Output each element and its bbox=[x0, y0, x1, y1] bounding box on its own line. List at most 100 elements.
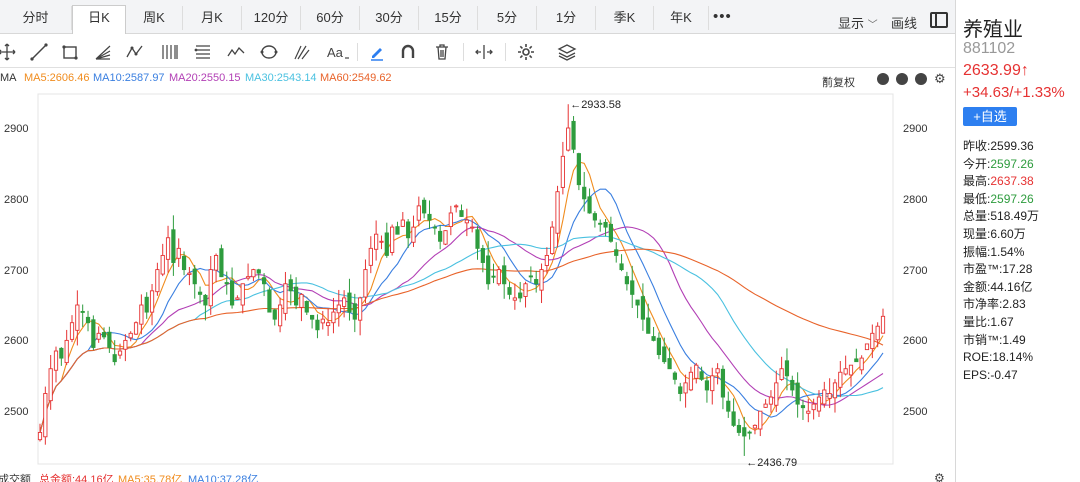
ma5-line bbox=[39, 161, 884, 433]
settings-gear-icon[interactable] bbox=[516, 42, 536, 62]
draw-line-button[interactable]: 画线 bbox=[891, 16, 918, 31]
fan-tool-icon[interactable] bbox=[93, 42, 113, 62]
candle-down bbox=[635, 299, 640, 306]
candle-down bbox=[256, 269, 261, 274]
ma-lines bbox=[39, 161, 884, 433]
tab-month-k[interactable]: 月K bbox=[183, 6, 242, 30]
candle-down bbox=[656, 337, 662, 356]
crosshair-icon[interactable] bbox=[0, 42, 17, 62]
pen-icon[interactable] bbox=[367, 42, 387, 62]
display-dropdown[interactable]: 显示 ﹀ bbox=[838, 13, 878, 32]
ellipse-tool-icon[interactable] bbox=[259, 42, 279, 62]
candle-down bbox=[624, 276, 630, 285]
volume-label: 成交额 bbox=[0, 474, 31, 482]
candlestick-chart[interactable]: 2900 2800 2700 2600 2500 2900 2800 2700 … bbox=[0, 88, 955, 470]
candle-up bbox=[694, 364, 699, 379]
magnet-icon[interactable] bbox=[398, 42, 418, 62]
wave-tool-icon[interactable] bbox=[125, 42, 145, 62]
collapse-icon[interactable] bbox=[877, 73, 889, 85]
candle-down bbox=[91, 319, 96, 348]
candle-down bbox=[790, 379, 795, 391]
candle-down bbox=[614, 249, 619, 256]
candle-down bbox=[192, 268, 197, 285]
tab-60min[interactable]: 60分 bbox=[301, 6, 360, 30]
volume-legend-row: 成交额 总金额:44.16亿 MA5:35.78亿 MA10:37.28亿 ⚙ bbox=[0, 470, 955, 482]
zoom-out-icon[interactable] bbox=[915, 73, 927, 85]
candle-up bbox=[832, 382, 838, 399]
candle-down bbox=[528, 275, 533, 278]
candle-down bbox=[101, 332, 107, 338]
candle-down bbox=[491, 275, 496, 278]
tab-15min[interactable]: 15分 bbox=[419, 6, 478, 30]
candle-up bbox=[363, 269, 368, 298]
line-tool-icon[interactable] bbox=[29, 42, 49, 62]
candle-up bbox=[96, 332, 101, 340]
add-watchlist-button[interactable]: +自选 bbox=[963, 107, 1017, 126]
high-annotation: ←2933.58 bbox=[570, 99, 621, 111]
candle-down bbox=[800, 405, 806, 409]
tab-5min[interactable]: 5分 bbox=[478, 6, 537, 30]
candle-up bbox=[336, 304, 341, 314]
candle-up bbox=[811, 403, 816, 411]
stat-row: 市销™:1.49 bbox=[963, 332, 1078, 350]
settings-gear-icon[interactable]: ⚙ bbox=[934, 471, 945, 482]
candle-up bbox=[123, 339, 128, 350]
more-tabs-button[interactable]: ••• bbox=[713, 8, 732, 25]
chevron-down-icon: ∨ bbox=[822, 74, 829, 84]
candle-up bbox=[768, 396, 774, 405]
candle-down bbox=[747, 431, 752, 434]
side-panel-toggle-icon[interactable] bbox=[930, 12, 948, 28]
candle-up bbox=[117, 350, 123, 356]
tab-30min[interactable]: 30分 bbox=[360, 6, 419, 30]
cycle-lines-icon[interactable] bbox=[160, 42, 180, 62]
stat-row: 振幅:1.54% bbox=[963, 244, 1078, 262]
tab-quarter-k[interactable]: 季K bbox=[596, 6, 654, 30]
stat-row: ROE:18.14% bbox=[963, 349, 1078, 367]
zoom-in-icon[interactable] bbox=[896, 73, 908, 85]
candle-down bbox=[619, 263, 624, 271]
candle-up bbox=[139, 304, 144, 325]
tab-fenshi[interactable]: 分时 bbox=[0, 6, 72, 30]
trash-icon[interactable] bbox=[432, 42, 452, 62]
candle-up bbox=[838, 371, 843, 388]
candle-up bbox=[688, 371, 694, 391]
expand-horizontal-icon[interactable] bbox=[474, 42, 494, 62]
stat-value: 6.60万 bbox=[990, 226, 1026, 241]
candle-up bbox=[235, 297, 240, 300]
candle-down bbox=[502, 265, 507, 285]
candle-up bbox=[454, 205, 459, 208]
stat-label: 总量: bbox=[963, 209, 991, 224]
candle-down bbox=[795, 382, 800, 405]
candle-up bbox=[779, 368, 784, 380]
period-tab-bar: 分时 日K 周K 月K 120分 60分 30分 15分 5分 1分 季K 年K… bbox=[0, 0, 955, 34]
candle-up bbox=[400, 219, 405, 227]
candle-down bbox=[310, 314, 315, 320]
polyline-icon[interactable] bbox=[226, 42, 246, 62]
stat-row: 最低:2597.26 bbox=[963, 191, 1078, 209]
candle-up bbox=[774, 382, 779, 406]
candle-down bbox=[699, 371, 704, 380]
tab-week-k[interactable]: 周K bbox=[126, 6, 183, 30]
tab-day-k[interactable]: 日K bbox=[72, 5, 126, 34]
pitchfork-icon[interactable] bbox=[292, 42, 312, 62]
stat-row: 市净率:2.83 bbox=[963, 296, 1078, 314]
tab-year-k[interactable]: 年K bbox=[654, 6, 709, 30]
layers-icon[interactable] bbox=[557, 42, 577, 62]
candle-up bbox=[331, 311, 336, 324]
tab-120min[interactable]: 120分 bbox=[242, 6, 301, 30]
candle-up bbox=[245, 276, 251, 279]
ma30-value: MA30:2543.14 bbox=[245, 72, 317, 84]
candle-down bbox=[85, 316, 91, 324]
candle-up bbox=[149, 290, 155, 313]
text-tool-icon[interactable]: Aa bbox=[326, 42, 350, 62]
candle-up bbox=[208, 269, 213, 307]
settings-gear-icon[interactable]: ⚙ bbox=[934, 71, 946, 86]
candle-up bbox=[683, 382, 688, 394]
stock-info-panel: 养殖业 881102 2633.99↑ +34.63/+1.33% +自选 昨收… bbox=[955, 0, 1080, 482]
candle-up bbox=[64, 339, 69, 364]
tab-1min[interactable]: 1分 bbox=[537, 6, 596, 30]
stat-row: 现量:6.60万 bbox=[963, 226, 1078, 244]
rectangle-tool-icon[interactable] bbox=[60, 42, 80, 62]
text-lines-icon[interactable] bbox=[193, 42, 213, 62]
